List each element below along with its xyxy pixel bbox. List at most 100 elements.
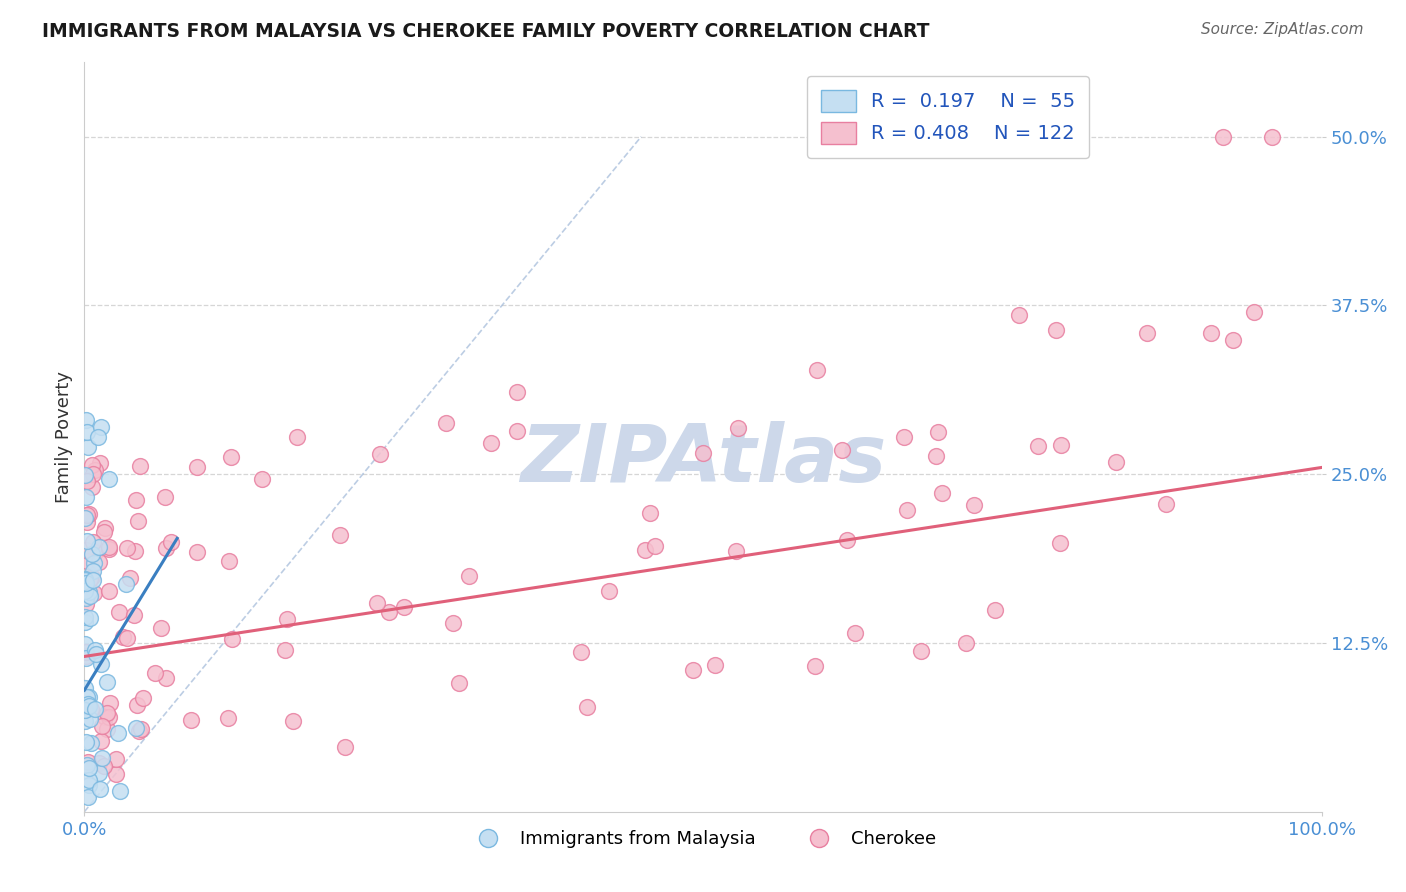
- Point: [457, 568, 479, 582]
- Point: [378, 605, 401, 619]
- Point: [87, 540, 110, 554]
- Point: [274, 643, 297, 657]
- Point: [896, 503, 918, 517]
- Point: [441, 615, 464, 630]
- Point: [128, 724, 150, 739]
- Point: [75, 575, 97, 590]
- Point: [76, 516, 98, 530]
- Point: [75, 573, 97, 587]
- Point: [634, 543, 657, 558]
- Point: [366, 596, 388, 610]
- Point: [79, 572, 101, 586]
- Point: [77, 690, 100, 704]
- Point: [1136, 326, 1159, 340]
- Point: [98, 710, 121, 724]
- Point: [79, 589, 101, 603]
- Point: [76, 474, 98, 488]
- Point: [90, 751, 112, 765]
- Point: [569, 644, 592, 658]
- Point: [82, 535, 104, 549]
- Point: [125, 721, 148, 735]
- Point: [75, 651, 97, 665]
- Text: Source: ZipAtlas.com: Source: ZipAtlas.com: [1201, 22, 1364, 37]
- Point: [73, 610, 96, 624]
- Point: [76, 508, 98, 522]
- Point: [963, 498, 986, 512]
- Point: [82, 570, 104, 584]
- Point: [837, 533, 859, 547]
- Point: [75, 582, 97, 596]
- Point: [94, 520, 117, 534]
- Point: [83, 556, 105, 570]
- Point: [1154, 497, 1177, 511]
- Point: [77, 698, 100, 712]
- Point: [98, 541, 121, 556]
- Point: [79, 611, 101, 625]
- Point: [160, 535, 183, 549]
- Point: [285, 430, 308, 444]
- Point: [87, 430, 110, 444]
- Point: [910, 644, 932, 658]
- Point: [80, 701, 103, 715]
- Point: [84, 647, 107, 661]
- Point: [77, 584, 100, 599]
- Point: [75, 511, 97, 525]
- Point: [75, 681, 97, 695]
- Point: [73, 703, 96, 717]
- Point: [90, 657, 112, 672]
- Point: [117, 631, 139, 645]
- Point: [122, 607, 145, 622]
- Point: [506, 424, 529, 438]
- Point: [392, 599, 415, 614]
- Point: [186, 545, 208, 559]
- Point: [575, 699, 598, 714]
- Point: [124, 544, 146, 558]
- Point: [79, 712, 101, 726]
- Point: [831, 443, 853, 458]
- Point: [76, 533, 98, 548]
- Point: [1049, 536, 1071, 550]
- Point: [276, 612, 298, 626]
- Point: [73, 714, 96, 729]
- Point: [96, 722, 118, 736]
- Point: [77, 508, 100, 522]
- Point: [955, 636, 977, 650]
- Point: [98, 583, 121, 598]
- Point: [479, 435, 502, 450]
- Point: [125, 698, 148, 713]
- Point: [329, 528, 352, 542]
- Point: [129, 723, 152, 737]
- Point: [84, 702, 107, 716]
- Point: [77, 440, 100, 454]
- Point: [1212, 129, 1234, 144]
- Point: [112, 631, 135, 645]
- Point: [217, 711, 239, 725]
- Text: IMMIGRANTS FROM MALAYSIA VS CHEROKEE FAMILY POVERTY CORRELATION CHART: IMMIGRANTS FROM MALAYSIA VS CHEROKEE FAM…: [42, 22, 929, 41]
- Point: [335, 739, 357, 754]
- Point: [984, 602, 1007, 616]
- Point: [83, 643, 105, 657]
- Point: [76, 758, 98, 772]
- Point: [844, 626, 866, 640]
- Point: [1049, 438, 1071, 452]
- Point: [806, 363, 828, 377]
- Point: [75, 597, 97, 611]
- Point: [75, 584, 97, 599]
- Point: [155, 541, 177, 555]
- Point: [931, 486, 953, 500]
- Point: [704, 657, 727, 672]
- Point: [1261, 129, 1284, 144]
- Point: [1007, 308, 1029, 322]
- Point: [80, 479, 103, 493]
- Y-axis label: Family Poverty: Family Poverty: [55, 371, 73, 503]
- Point: [83, 586, 105, 600]
- Point: [75, 572, 97, 586]
- Point: [283, 714, 305, 728]
- Point: [149, 621, 172, 635]
- Point: [75, 615, 97, 629]
- Point: [75, 644, 97, 658]
- Point: [218, 554, 240, 568]
- Point: [252, 471, 274, 485]
- Point: [925, 449, 948, 463]
- Point: [107, 726, 129, 740]
